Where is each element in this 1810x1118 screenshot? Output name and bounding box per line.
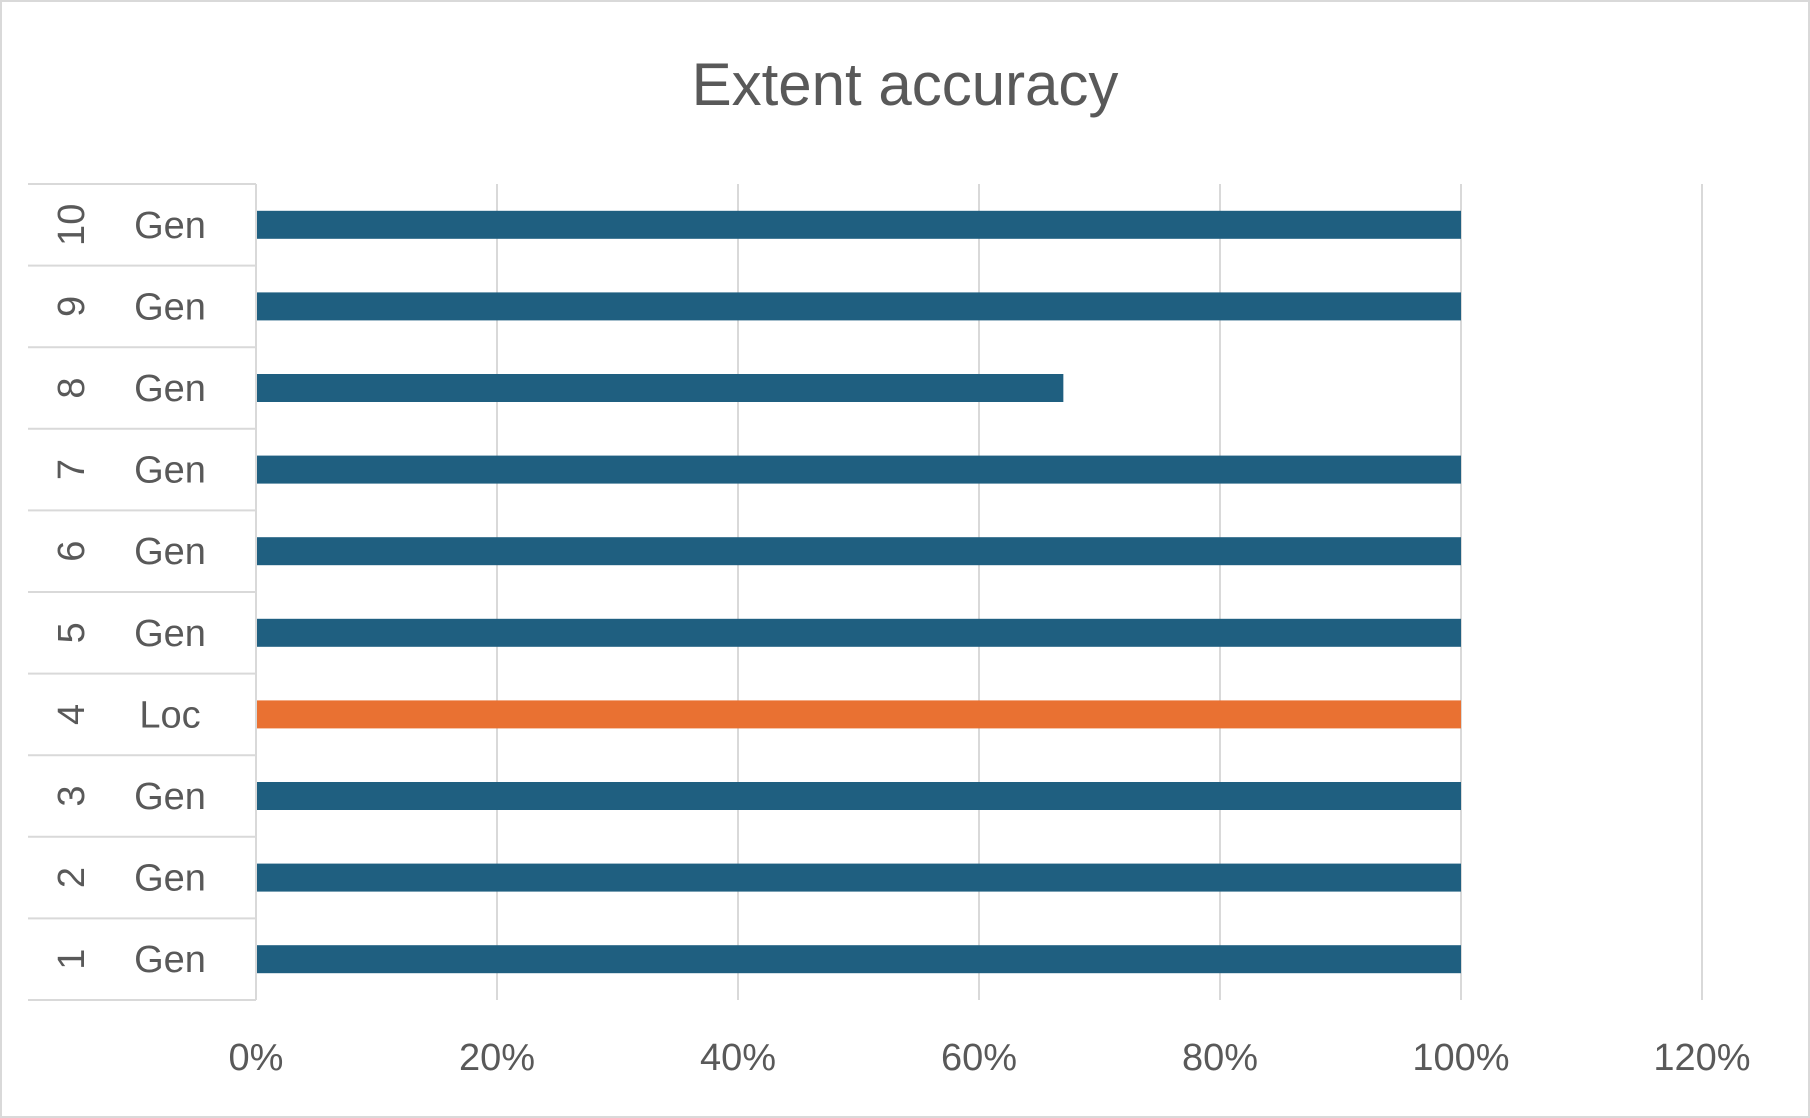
bar-3: [257, 782, 1461, 810]
category-group-label: Gen: [134, 205, 206, 247]
category-index-label: 1: [51, 949, 93, 970]
x-tick-label: 0%: [229, 1037, 284, 1079]
category-index-label: 5: [51, 622, 93, 643]
category-group-label: Gen: [134, 531, 206, 573]
x-tick-label: 100%: [1412, 1037, 1509, 1079]
category-group-label: Gen: [134, 286, 206, 328]
category-index-label: 8: [51, 377, 93, 398]
category-labels: 1 Gen 2 Gen 3 Gen 4 Loc 5 Gen 6 Gen 7 Gen 8 Gen 9 Gen 10 Ge…: [51, 204, 206, 982]
bar-2: [257, 863, 1461, 892]
bars: [257, 210, 1461, 974]
category-index-label: 6: [51, 541, 93, 562]
chart-title: Extent accuracy: [692, 51, 1119, 118]
bar-7: [257, 455, 1461, 484]
bar-10: [257, 210, 1461, 239]
category-group-label: Gen: [134, 858, 206, 900]
category-index-label: 3: [51, 785, 93, 806]
category-group-label: Gen: [134, 776, 206, 818]
category-index-label: 10: [51, 204, 93, 246]
bar-4: [257, 700, 1461, 729]
x-tick-label: 80%: [1182, 1037, 1258, 1079]
x-axis-ticks: 0% 20% 40% 60% 80% 100% 120%: [229, 1037, 1751, 1079]
bar-8: [257, 374, 1064, 402]
category-group-label: Gen: [134, 450, 206, 492]
bar-5: [257, 618, 1461, 647]
category-group-label: Gen: [134, 939, 206, 981]
x-tick-label: 20%: [459, 1037, 535, 1079]
x-tick-label: 60%: [941, 1037, 1017, 1079]
x-tick-label: 40%: [700, 1037, 776, 1079]
category-index-label: 9: [51, 296, 93, 317]
category-group-label: Gen: [134, 368, 206, 410]
bar-1: [257, 945, 1461, 974]
category-index-label: 2: [51, 867, 93, 888]
category-group-label: Loc: [139, 694, 200, 736]
category-index-label: 7: [51, 459, 93, 480]
x-tick-label: 120%: [1653, 1037, 1750, 1079]
category-index-label: 4: [51, 704, 93, 725]
bar-9: [257, 292, 1461, 321]
category-group-label: Gen: [134, 613, 206, 655]
bar-6: [257, 537, 1461, 566]
